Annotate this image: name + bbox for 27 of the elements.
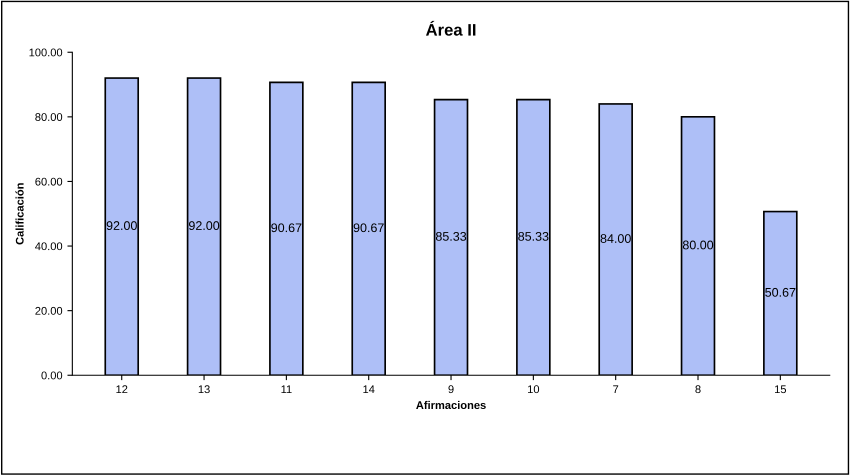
x-tick-label: 12: [116, 385, 128, 394]
data-label: 90.67: [271, 223, 302, 232]
data-label: 92.00: [189, 221, 220, 230]
x-tick-label: 14: [363, 385, 375, 394]
data-label: 84.00: [600, 234, 631, 243]
chart-title: Área II: [426, 20, 476, 36]
data-label: 80.00: [682, 240, 714, 250]
y-tick-label: 0.00: [41, 372, 62, 380]
y-tick-label: 100.00: [29, 48, 62, 56]
x-tick-label: 10: [528, 385, 540, 394]
data-label: 50.67: [765, 288, 796, 297]
x-tick-label: 8: [695, 385, 701, 394]
x-tick-label: 15: [775, 385, 786, 394]
x-tick-label: 7: [613, 385, 618, 394]
y-tick-label: 20.00: [35, 306, 62, 315]
x-tick-label: 13: [198, 385, 210, 394]
data-label: 85.33: [436, 232, 466, 241]
y-tick-label: 40.00: [35, 242, 62, 250]
data-label: 85.33: [518, 232, 548, 241]
y-axis-title: Calificación: [15, 183, 24, 244]
x-tick-label: 9: [448, 385, 454, 394]
x-tick-label: 11: [281, 385, 292, 394]
y-tick-label: 60.00: [35, 178, 62, 186]
data-label: 90.67: [354, 223, 384, 232]
data-label: 92.00: [106, 221, 137, 230]
x-axis-title: Afirmaciones: [416, 400, 486, 410]
y-tick-label: 80.00: [35, 113, 62, 121]
